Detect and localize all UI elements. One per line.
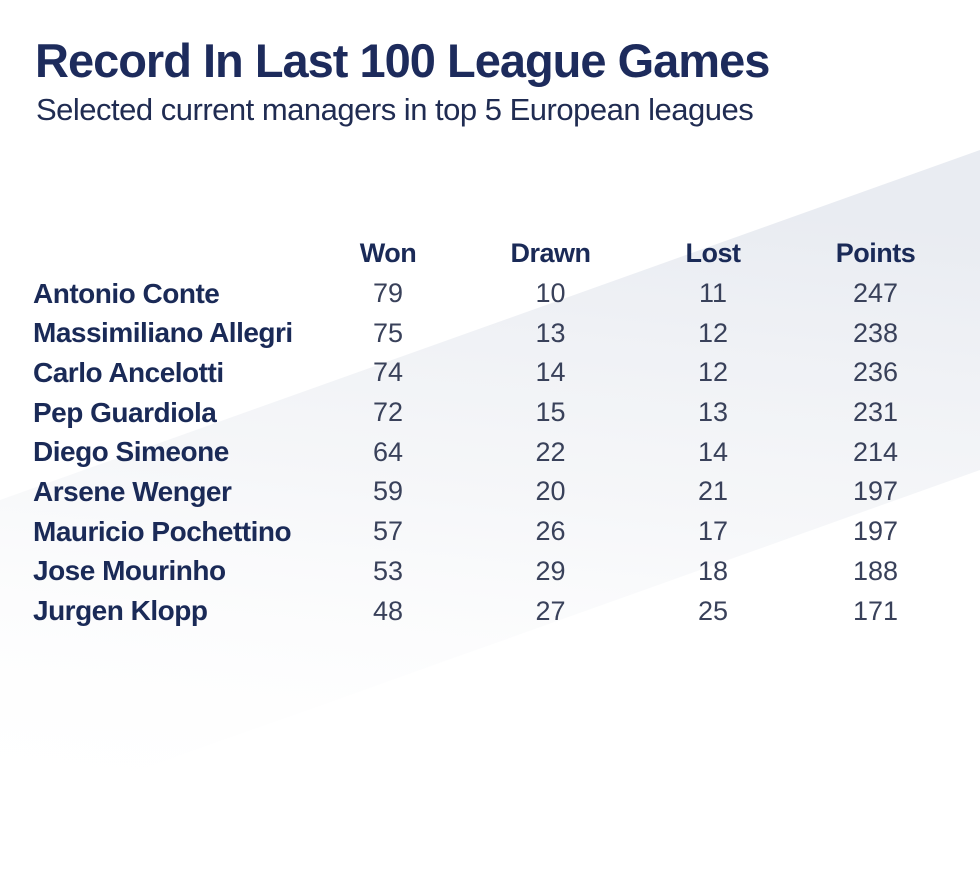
manager-name: Carlo Ancelotti bbox=[33, 356, 224, 388]
drawn-value: 10 bbox=[535, 278, 566, 309]
won-value: 74 bbox=[372, 357, 404, 388]
column-header-drawn: Drawn bbox=[510, 238, 591, 269]
lost-value: 21 bbox=[697, 476, 729, 507]
lost-value: 12 bbox=[697, 317, 729, 348]
drawn-value: 14 bbox=[535, 357, 566, 388]
table-header-row: Won Drawn Lost Points bbox=[33, 234, 980, 274]
points-value: 188 bbox=[852, 555, 899, 586]
lost-value: 12 bbox=[697, 357, 729, 388]
lost-value: 25 bbox=[697, 595, 729, 626]
points-value: 236 bbox=[852, 357, 899, 388]
drawn-value: 29 bbox=[535, 555, 566, 586]
lost-value: 17 bbox=[697, 516, 729, 547]
table-row: Massimiliano Allegri 75 13 12 238 bbox=[33, 313, 980, 353]
table-row: Carlo Ancelotti 74 14 12 236 bbox=[33, 353, 980, 393]
page-title: Record In Last 100 League Games bbox=[35, 34, 770, 87]
table-row: Diego Simeone 64 22 14 214 bbox=[33, 432, 980, 472]
points-value: 214 bbox=[852, 436, 899, 467]
table-row: Jurgen Klopp 48 27 25 171 bbox=[33, 591, 980, 631]
drawn-value: 13 bbox=[535, 317, 566, 348]
column-header-won: Won bbox=[359, 238, 417, 269]
column-header-points: Points bbox=[835, 238, 916, 269]
won-value: 75 bbox=[372, 317, 404, 348]
table-row: Pep Guardiola 72 15 13 231 bbox=[33, 393, 980, 433]
table-row: Mauricio Pochettino 57 26 17 197 bbox=[33, 512, 980, 552]
points-value: 197 bbox=[852, 516, 899, 547]
points-value: 171 bbox=[852, 595, 899, 626]
lost-value: 14 bbox=[697, 436, 729, 467]
won-value: 57 bbox=[372, 516, 404, 547]
won-value: 59 bbox=[372, 476, 404, 507]
page-subtitle: Selected current managers in top 5 Europ… bbox=[36, 92, 754, 127]
won-value: 72 bbox=[372, 397, 404, 428]
manager-name: Jose Mourinho bbox=[33, 555, 226, 587]
column-header-lost: Lost bbox=[685, 238, 742, 269]
points-value: 197 bbox=[852, 476, 899, 507]
managers-stats-table: Won Drawn Lost Points Antonio Conte 79 1… bbox=[33, 234, 980, 631]
table-row: Arsene Wenger 59 20 21 197 bbox=[33, 472, 980, 512]
manager-name: Antonio Conte bbox=[33, 277, 220, 309]
points-value: 247 bbox=[852, 278, 899, 309]
won-value: 79 bbox=[372, 278, 404, 309]
manager-name: Massimiliano Allegri bbox=[33, 317, 293, 349]
won-value: 48 bbox=[372, 595, 404, 626]
table-row: Jose Mourinho 53 29 18 188 bbox=[33, 552, 980, 592]
drawn-value: 15 bbox=[535, 397, 566, 428]
drawn-value: 26 bbox=[535, 516, 566, 547]
manager-name: Diego Simeone bbox=[33, 436, 229, 468]
manager-name: Arsene Wenger bbox=[33, 475, 232, 507]
drawn-value: 22 bbox=[535, 436, 566, 467]
manager-name: Mauricio Pochettino bbox=[33, 515, 292, 547]
drawn-value: 20 bbox=[535, 476, 566, 507]
manager-name: Pep Guardiola bbox=[33, 396, 217, 428]
won-value: 53 bbox=[372, 555, 404, 586]
won-value: 64 bbox=[372, 436, 404, 467]
drawn-value: 27 bbox=[535, 595, 566, 626]
points-value: 238 bbox=[852, 317, 899, 348]
table-row: Antonio Conte 79 10 11 247 bbox=[33, 274, 980, 314]
lost-value: 18 bbox=[697, 555, 729, 586]
lost-value: 11 bbox=[698, 278, 728, 309]
manager-name: Jurgen Klopp bbox=[33, 595, 208, 627]
lost-value: 13 bbox=[697, 397, 729, 428]
points-value: 231 bbox=[852, 397, 899, 428]
